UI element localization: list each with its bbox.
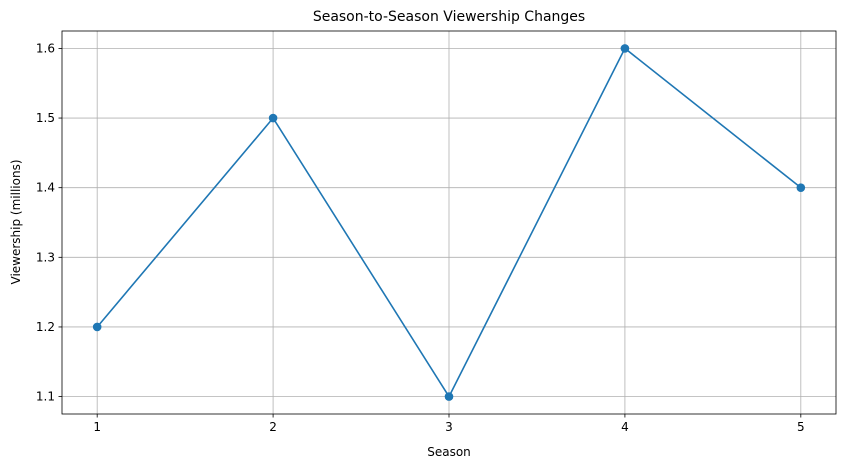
- grid: [62, 31, 836, 414]
- y-tick-label: 1.2: [36, 320, 55, 334]
- data-point: [92, 322, 102, 332]
- ticks: 1 2 3 4 5 1.1 1.2 1.3 1.4 1.5 1.6: [36, 41, 805, 434]
- chart-title: Season-to-Season Viewership Changes: [313, 9, 585, 25]
- y-tick-label: 1.4: [36, 181, 55, 195]
- x-tick-label: 4: [621, 420, 629, 434]
- x-tick-label: 1: [93, 420, 101, 434]
- y-axis-label: Viewership (millions): [9, 159, 23, 284]
- plot-area: [92, 44, 806, 401]
- x-tick-label: 2: [269, 420, 277, 434]
- data-point: [620, 44, 630, 53]
- data-point: [796, 183, 806, 192]
- y-tick-label: 1.5: [36, 111, 55, 125]
- x-tick-label: 3: [445, 420, 453, 434]
- x-axis-label: Season: [427, 445, 471, 459]
- y-tick-label: 1.3: [36, 250, 55, 264]
- y-tick-label: 1.1: [36, 390, 55, 404]
- y-tick-label: 1.6: [36, 41, 55, 55]
- data-point: [444, 392, 454, 401]
- data-point: [268, 113, 278, 123]
- x-tick-label: 5: [797, 420, 805, 434]
